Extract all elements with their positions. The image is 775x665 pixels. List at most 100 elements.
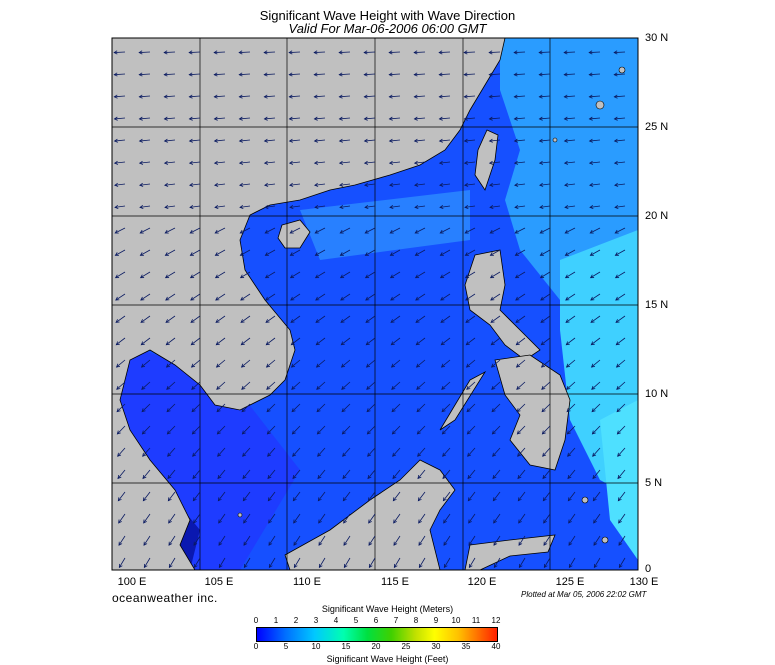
arrow-head [491,408,496,413]
arrow-head [514,252,519,256]
arrow-head [165,296,170,301]
wave-direction-arrow-icon [368,513,376,524]
arrow-head [263,72,268,77]
arrow-head [391,408,396,413]
wave-direction-arrow-icon [514,205,526,208]
colorbar-meters-tick: 10 [451,616,461,625]
wave-direction-arrow-icon [614,161,626,164]
wave-direction-arrow-icon [390,293,401,301]
wave-direction-arrow-icon [418,513,426,524]
wave-direction-arrow-icon [418,491,426,501]
brand-logo-text: oceanweather inc. [112,591,218,605]
arrow-head [614,274,620,279]
arrow-head [267,452,272,457]
land-island [601,536,609,544]
wave-direction-arrow-icon [339,205,351,208]
lat-label-0: 0 [645,563,652,575]
wave-direction-arrow-icon [167,425,176,435]
wave-direction-arrow-icon [118,513,126,524]
wave-direction-arrow-icon [466,359,476,368]
arrow-head [588,50,593,55]
wave-direction-arrow-icon [467,425,476,435]
arrow-head [191,408,196,413]
arrow-head [240,363,246,368]
arrow-head [618,541,623,546]
wave-direction-arrow-icon [393,557,401,568]
wave-direction-arrow-icon [289,139,301,142]
wave-direction-arrow-icon [340,227,351,234]
arrow-head [318,541,323,546]
arrow-head [263,138,268,143]
chart-title: Significant Wave Height with Wave Direct… [259,8,516,23]
arrow-head [339,182,344,187]
arrow-head [565,319,570,323]
wave-direction-arrow-icon [464,205,476,208]
wave-direction-arrow-icon [517,425,526,435]
arrow-head [388,72,393,77]
wave-direction-arrow-icon [314,161,326,164]
arrow-head [467,497,472,502]
wave-direction-arrow-icon [490,293,501,301]
wave-direction-arrow-icon [218,491,226,501]
arrow-head [338,160,344,165]
arrow-head [590,319,595,323]
wave-direction-arrow-icon [565,227,576,234]
arrow-head [613,138,618,143]
arrow-head [290,363,296,368]
arrow-head [313,50,318,55]
arrow-head [268,563,273,569]
arrow-head [240,319,245,323]
arrow-head [439,182,444,187]
wave-direction-arrow-icon [114,51,126,53]
wave-direction-arrow-icon [615,227,626,234]
arrow-head [413,94,418,99]
arrow-head [563,116,568,121]
lon-label-120e: 120 E [467,576,497,588]
wave-direction-arrow-icon [267,447,276,457]
arrow-head [542,497,547,502]
arrow-head [417,452,422,457]
arrow-head [515,341,520,346]
arrow-head [241,408,246,413]
wave-direction-arrow-icon [515,271,526,279]
arrow-head [217,474,222,480]
wave-direction-arrow-icon [591,337,601,346]
wave-direction-arrow-icon [190,227,201,234]
wave-direction-arrow-icon [414,139,426,142]
arrow-head [215,341,220,346]
wave-direction-arrow-icon [192,447,201,457]
wave-direction-arrow-icon [265,227,276,234]
wave-direction-arrow-icon [290,227,301,234]
colorbar-feet-tick: 20 [371,642,381,651]
arrow-head [463,72,468,77]
wave-direction-arrow-icon [541,403,551,412]
arrow-head [540,363,546,368]
wave-direction-arrow-icon [315,271,326,279]
wave-direction-arrow-icon [114,161,126,164]
wave-direction-arrow-icon [289,161,301,164]
arrow-head [290,319,295,323]
arrow-head [464,182,469,187]
wave-direction-arrow-icon [539,95,551,98]
arrow-head [440,341,445,346]
colorbar-feet-tick: 0 [253,642,259,651]
wave-direction-arrow-icon [491,403,501,412]
arrow-head [364,252,369,256]
wave-direction-arrow-icon [543,557,551,568]
arrow-head [515,363,521,368]
arrow-head [114,204,119,210]
arrow-head [114,252,119,256]
wave-direction-arrow-icon [614,51,626,53]
wave-direction-arrow-icon [568,491,576,501]
wave-direction-arrow-icon [615,271,626,279]
wave-direction-arrow-icon [514,183,526,186]
wave-direction-arrow-icon [493,491,501,501]
arrow-head [238,160,244,165]
wave-direction-arrow-icon [439,117,451,120]
wave-direction-arrow-icon [339,51,351,53]
arrow-head [239,229,244,234]
wave-direction-arrow-icon [615,249,626,256]
arrow-head [264,229,269,234]
arrow-head [318,563,323,569]
arrow-head [190,296,195,301]
